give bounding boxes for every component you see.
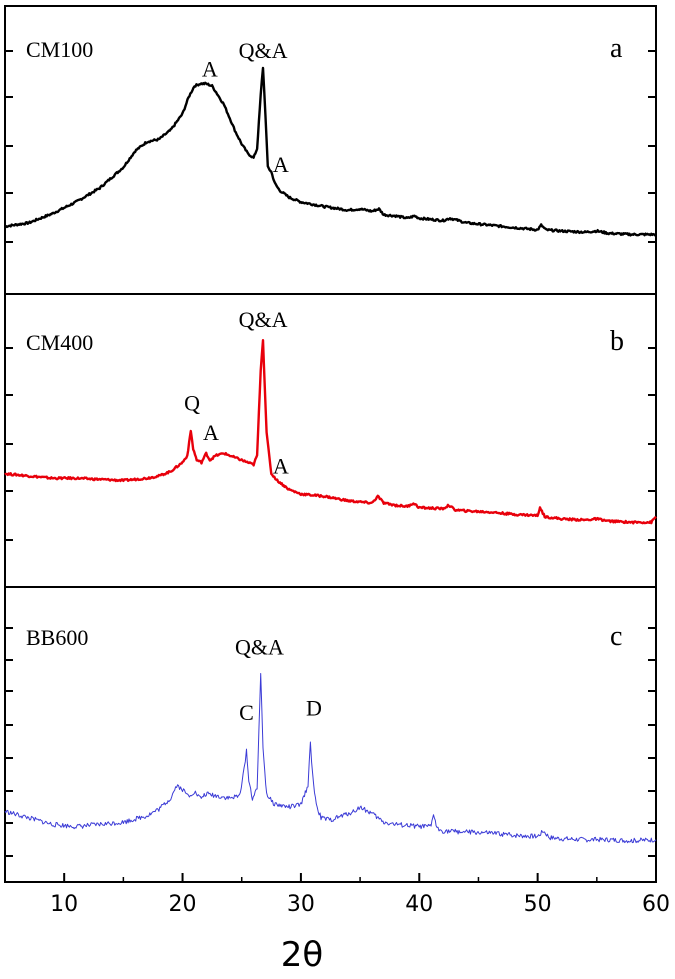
panel-letter: b xyxy=(610,326,624,357)
peak-annotation: Q&A xyxy=(239,38,288,63)
peak-annotation: A xyxy=(273,454,289,479)
series-line-BB600 xyxy=(4,673,657,844)
panel-frame xyxy=(4,293,657,588)
panel-c: BB600 c Q&A C D xyxy=(4,586,657,883)
series-name: CM400 xyxy=(26,330,93,355)
panel-letter: a xyxy=(610,33,623,64)
series-name: BB600 xyxy=(26,625,88,650)
series-name: CM100 xyxy=(26,37,93,62)
peak-annotation: A xyxy=(202,57,218,82)
panel-letter: c xyxy=(610,621,622,652)
panel-frame xyxy=(4,586,657,883)
x-tick-label: 30 xyxy=(287,892,315,917)
panel-a: CM100 a A Q&A A xyxy=(4,5,657,295)
x-tick-label: 10 xyxy=(50,892,78,917)
peak-annotation: D xyxy=(306,695,322,720)
series-line-CM400 xyxy=(4,339,657,525)
x-tick-label: 40 xyxy=(405,892,433,917)
peak-annotation: A xyxy=(203,420,219,445)
x-axis: 10 20 30 40 50 60 xyxy=(4,873,670,917)
x-tick-label: 20 xyxy=(169,892,197,917)
peak-annotation: Q&A xyxy=(239,307,288,332)
peak-annotation: Q xyxy=(184,390,200,415)
peak-annotation: A xyxy=(273,152,289,177)
peak-annotation: Q&A xyxy=(235,634,284,659)
panel-frame xyxy=(4,5,657,295)
series-line-CM100 xyxy=(4,66,657,237)
x-tick-label: 60 xyxy=(642,892,670,917)
x-tick-label: 50 xyxy=(524,892,552,917)
peak-annotation: C xyxy=(239,700,254,725)
x-axis-label: 2θ xyxy=(281,935,323,975)
